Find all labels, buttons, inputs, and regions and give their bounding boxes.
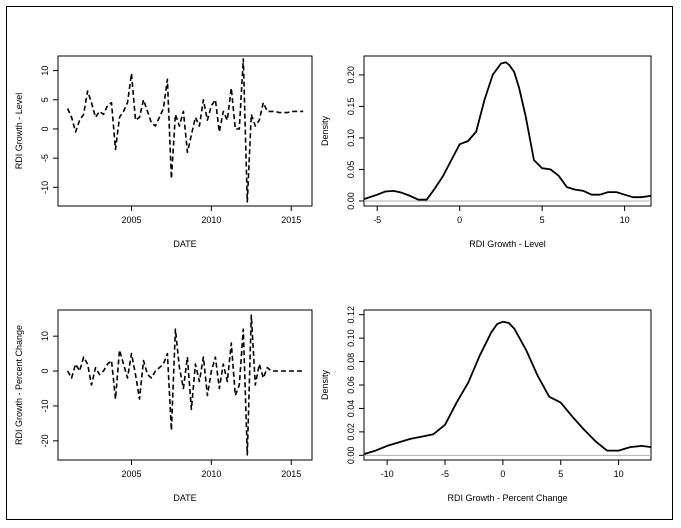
density-level-y-tick-label: 0.00 <box>346 192 356 210</box>
ts-level-y-tick-label: -5 <box>40 154 50 162</box>
ts-level-series-line <box>66 58 304 203</box>
ts-pct-x-axis-title: DATE <box>173 493 196 503</box>
density-pct-x-tick-label: -10 <box>381 469 394 479</box>
density-pct-x-axis-title: RDI Growth - Percent Change <box>447 493 567 503</box>
ts-level-plot-frame <box>57 55 313 207</box>
density-pct-y-tick-label: 0.00 <box>346 447 356 465</box>
density-pct-y-tick-label: 0.08 <box>346 353 356 371</box>
density-pct-series-line <box>364 320 651 455</box>
density-level-x-axis-title: RDI Growth - Level <box>469 239 546 249</box>
density-pct-panel: -10 -5 0 5 10 0.00 0.02 0.04 0.06 0.08 0.10 0.12 RDI… <box>320 306 652 503</box>
density-level-x-tick-label: 5 <box>540 215 545 225</box>
density-level-x-tick-label: -5 <box>373 215 381 225</box>
density-pct-y-tick-label: 0.10 <box>346 329 356 347</box>
density-level-plot-frame <box>363 55 652 207</box>
density-level-y-axis-title: Density <box>320 115 330 146</box>
density-pct-y-tick-label: 0.12 <box>346 306 356 324</box>
ts-pct-plot-frame <box>57 309 313 461</box>
density-pct-x-tick-label: 0 <box>500 469 505 479</box>
ts-pct-panel: 2005 2010 2015 -20 -10 0 10 DATE RDI Growth - Pe… <box>14 309 313 503</box>
ts-level-y-tick-label: -10 <box>40 181 50 194</box>
density-level-y-tick-label: 0.15 <box>346 98 356 116</box>
ts-pct-x-tick-label: 2015 <box>281 469 301 479</box>
density-level-series-line <box>364 61 651 201</box>
ts-pct-x-tick-label: 2010 <box>201 469 221 479</box>
ts-level-x-tick-label: 2010 <box>201 215 221 225</box>
ts-level-y-tick-label: 0 <box>40 126 50 131</box>
ts-pct-x-tick-label: 2005 <box>121 469 141 479</box>
ts-pct-y-tick-label: -10 <box>40 399 50 412</box>
ts-level-y-tick-label: 10 <box>40 66 50 76</box>
ts-pct-y-tick-label: 0 <box>40 369 50 374</box>
ts-level-x-tick-label: 2015 <box>281 215 301 225</box>
ts-pct-series-line <box>66 314 304 456</box>
density-pct-y-tick-label: 0.06 <box>346 376 356 394</box>
density-level-panel: -5 0 5 10 0.00 0.05 0.10 0.15 0.20 RDI Growth - L… <box>320 55 652 249</box>
density-pct-y-tick-label: 0.04 <box>346 400 356 418</box>
ts-level-x-tick-label: 2005 <box>121 215 141 225</box>
density-level-x-tick-label: 0 <box>457 215 462 225</box>
ts-level-x-axis-title: DATE <box>173 239 196 249</box>
density-level-y-tick-label: 0.05 <box>346 161 356 179</box>
figure-border <box>6 6 673 520</box>
density-pct-x-tick-label: -5 <box>441 469 449 479</box>
ts-level-panel: 2005 2010 2015 -10 -5 0 5 10 DATE RDI Growth - Le… <box>14 55 313 249</box>
ts-pct-y-tick-label: -20 <box>40 434 50 447</box>
ts-level-y-tick-label: 5 <box>40 97 50 102</box>
density-pct-y-tick-label: 0.02 <box>346 423 356 441</box>
density-pct-y-axis-title: Density <box>320 369 330 400</box>
ts-level-y-axis-title: RDI Growth - Level <box>14 93 24 170</box>
density-level-x-tick-label: 10 <box>620 215 630 225</box>
ts-pct-y-axis-title: RDI Growth - Percent Change <box>14 325 24 445</box>
density-pct-x-tick-label: 5 <box>558 469 563 479</box>
density-level-y-tick-label: 0.20 <box>346 66 356 84</box>
density-pct-x-tick-label: 10 <box>614 469 624 479</box>
density-level-y-tick-label: 0.10 <box>346 129 356 147</box>
ts-pct-y-tick-label: 10 <box>40 331 50 341</box>
